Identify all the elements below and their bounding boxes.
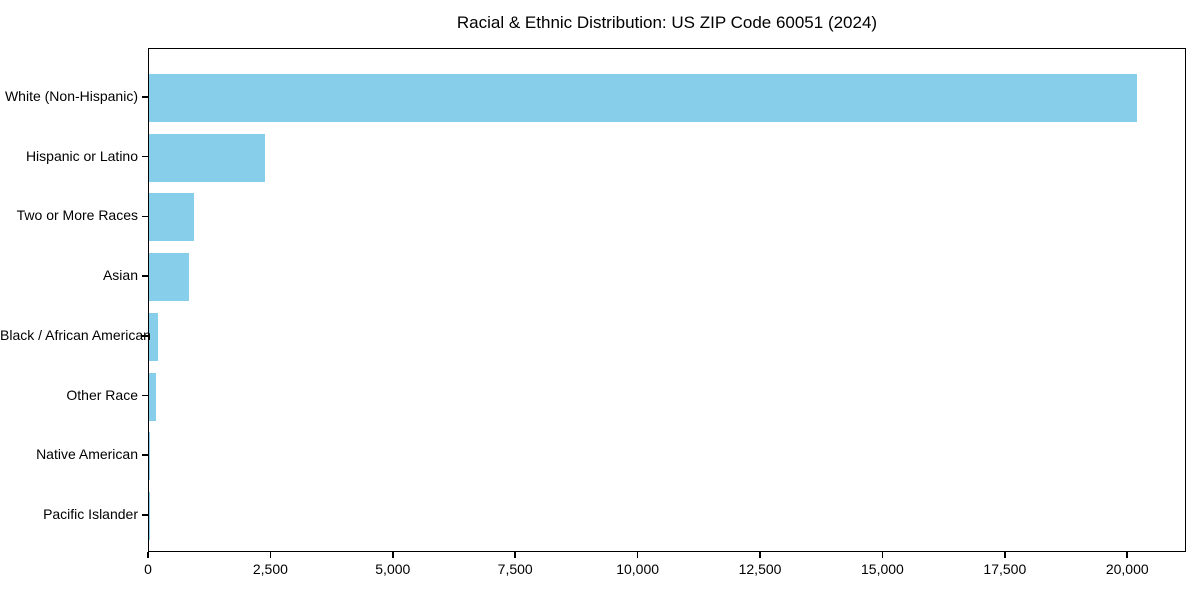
x-tick-mark [636,552,639,558]
x-tick-mark [269,552,272,558]
x-tick-label: 5,000 [375,561,411,577]
x-tick-mark [514,552,516,558]
y-tick-mark [142,215,148,218]
x-tick-mark [1004,552,1006,558]
y-category-label: Pacific Islander [43,505,138,522]
y-tick-mark [142,96,148,98]
x-tick-mark [759,552,761,558]
y-tick-mark [142,514,148,516]
bar [149,312,158,361]
x-tick-label: 7,500 [497,561,533,577]
y-category-label: Other Race [66,386,138,403]
bar [149,253,190,302]
y-category-label: Two or More Races [16,207,138,224]
x-tick-mark [147,552,149,558]
y-tick-mark [142,335,148,337]
bar [149,193,195,242]
x-tick-mark [881,552,884,558]
y-category-label: Asian [102,267,138,284]
y-tick-mark [142,155,148,158]
x-tick-mark [1126,552,1128,558]
y-tick-mark [142,454,148,456]
y-category-label: Black / African American [0,326,151,343]
bar [149,432,151,481]
chart-title: Racial & Ethnic Distribution: US ZIP Cod… [456,13,878,32]
x-tick-label: 15,000 [861,561,904,577]
bar [149,133,265,182]
x-tick-label: 2,500 [252,561,288,577]
x-tick-mark [392,552,394,558]
x-tick-label: 12,500 [738,561,782,577]
y-category-label: Native American [36,446,138,463]
bar [149,491,150,540]
y-tick-mark [142,275,148,277]
y-category-label: Hispanic or Latino [25,147,138,164]
x-tick-label: 17,500 [983,561,1027,577]
y-tick-mark [142,394,148,397]
bar [149,372,157,421]
plot-area [148,48,1186,552]
x-tick-label: 20,000 [1105,561,1149,577]
bar [149,74,1138,122]
x-tick-label: 10,000 [616,561,660,577]
y-category-label: White (Non-Hispanic) [4,88,138,104]
x-tick-label: 0 [144,561,152,577]
